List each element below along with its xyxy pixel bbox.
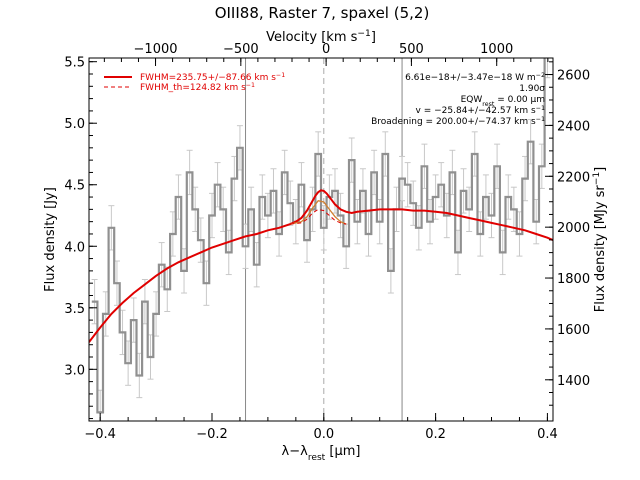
top-tick-label: −500 — [223, 42, 259, 57]
x-tick-label: 0.4 — [537, 427, 558, 442]
top-tick-label: 1000 — [480, 42, 513, 57]
top-tick-label: 0 — [322, 42, 330, 57]
x-axis-title: λ−λrest [μm] — [282, 444, 361, 463]
y2-tick-label: 1800 — [557, 272, 590, 287]
axes — [88, 57, 554, 422]
legend-label-fwhm-th: FWHM_th=124.82 km s−1 — [140, 82, 255, 94]
x-tick-label: 0.0 — [313, 427, 334, 442]
y-tick-label: 3.5 — [64, 302, 85, 317]
annotation-line: EQWrest = 0.00 μm — [461, 95, 545, 108]
legend-label-fwhm: FWHM=235.75+/−87.66 km s−1 — [140, 72, 285, 84]
top-tick-label: −1000 — [134, 42, 178, 57]
y2-tick-label: 1400 — [557, 374, 590, 389]
top-axis-title: Velocity [km s−1] — [266, 29, 376, 45]
y2-tick-label: 2600 — [557, 69, 590, 84]
y-tick-label: 3.0 — [64, 363, 85, 378]
y-axis-title: Flux density [Jy] — [43, 187, 58, 292]
annotation-line: 6.61e−18+/−3.47e−18 W m−2 — [405, 72, 545, 84]
y-tick-label: 5.0 — [64, 117, 85, 132]
y2-tick-label: 2200 — [557, 170, 590, 185]
annotation-line: Broadening = 200.00+/−74.37 km s−1 — [371, 116, 545, 128]
y2-tick-label: 2400 — [557, 119, 590, 134]
y2-tick-label: 1600 — [557, 323, 590, 338]
y-tick-label: 4.5 — [64, 179, 85, 194]
y2-tick-label: 2000 — [557, 221, 590, 236]
annotation-line: 1.90σ — [519, 84, 545, 94]
fit-series-2 — [290, 199, 347, 225]
fit-series-1 — [89, 189, 553, 343]
fit-series-3 — [290, 208, 347, 225]
y-tick-label: 5.5 — [64, 56, 85, 71]
y2-axis-title: Flux density [MJy sr−1] — [592, 167, 608, 313]
chart-title: OIII88, Raster 7, spaxel (5,2) — [215, 4, 430, 22]
x-tick-label: −0.2 — [196, 427, 228, 442]
spectrum-histogram — [91, 58, 551, 421]
annotation-line: v = −25.84+/−42.57 km s−1 — [416, 105, 545, 117]
chart-text: −0.4 −0.2 0.0 0.2 0.4 −1000 −500 0 500 1000 3.0 3.5… — [43, 29, 608, 463]
x-tick-label: 0.2 — [425, 427, 446, 442]
top-tick-label: 500 — [399, 42, 424, 57]
fit-lines — [89, 189, 553, 343]
y-tick-label: 4.0 — [64, 240, 85, 255]
x-tick-label: −0.4 — [84, 427, 116, 442]
